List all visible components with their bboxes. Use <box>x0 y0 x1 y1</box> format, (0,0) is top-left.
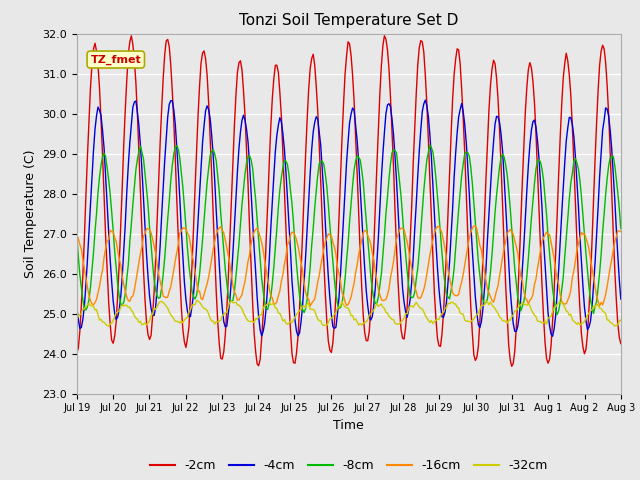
-8cm <box>589 311 597 316</box>
-4cm <box>253 294 261 300</box>
-32cm <box>617 317 625 323</box>
-4cm <box>617 296 625 302</box>
-4cm <box>422 97 429 103</box>
-8cm <box>235 241 243 247</box>
X-axis label: Time: Time <box>333 419 364 432</box>
Line: -4cm: -4cm <box>77 100 621 336</box>
-4cm <box>235 146 243 152</box>
-4cm <box>311 120 319 125</box>
-16cm <box>589 274 597 280</box>
-16cm <box>312 288 320 294</box>
-2cm <box>235 60 243 66</box>
-8cm <box>554 312 561 317</box>
-8cm <box>617 226 625 231</box>
-4cm <box>140 195 147 201</box>
-16cm <box>262 267 270 273</box>
-2cm <box>508 363 516 369</box>
-8cm <box>311 205 319 211</box>
-8cm <box>73 232 81 238</box>
-2cm <box>140 267 147 273</box>
Title: Tonzi Soil Temperature Set D: Tonzi Soil Temperature Set D <box>239 13 458 28</box>
Legend: -2cm, -4cm, -8cm, -16cm, -32cm: -2cm, -4cm, -8cm, -16cm, -32cm <box>145 455 553 477</box>
-4cm <box>262 305 270 311</box>
-16cm <box>617 229 625 235</box>
-2cm <box>381 33 388 38</box>
-32cm <box>238 306 246 312</box>
-4cm <box>73 304 81 310</box>
-32cm <box>266 300 273 305</box>
-8cm <box>426 142 434 148</box>
-8cm <box>253 216 261 222</box>
-32cm <box>589 304 597 310</box>
-32cm <box>256 312 264 318</box>
Line: -2cm: -2cm <box>77 36 621 366</box>
-2cm <box>262 236 270 241</box>
-2cm <box>589 197 597 203</box>
-4cm <box>548 333 556 339</box>
Text: TZ_fmet: TZ_fmet <box>90 54 141 65</box>
-16cm <box>140 233 147 239</box>
-32cm <box>73 316 81 322</box>
Line: -8cm: -8cm <box>77 145 621 314</box>
-32cm <box>314 316 321 322</box>
-8cm <box>140 156 147 162</box>
-16cm <box>235 297 243 303</box>
-32cm <box>141 320 149 326</box>
-2cm <box>253 361 261 367</box>
-32cm <box>105 324 113 329</box>
-16cm <box>307 303 314 309</box>
-16cm <box>253 225 261 231</box>
Line: -16cm: -16cm <box>77 226 621 306</box>
Line: -32cm: -32cm <box>77 300 621 326</box>
-2cm <box>73 350 81 356</box>
-2cm <box>617 341 625 347</box>
Y-axis label: Soil Temperature (C): Soil Temperature (C) <box>24 149 36 278</box>
-8cm <box>262 305 270 311</box>
-4cm <box>589 283 597 288</box>
-16cm <box>472 223 479 228</box>
-2cm <box>311 62 319 68</box>
-16cm <box>73 232 81 238</box>
-32cm <box>193 298 200 303</box>
